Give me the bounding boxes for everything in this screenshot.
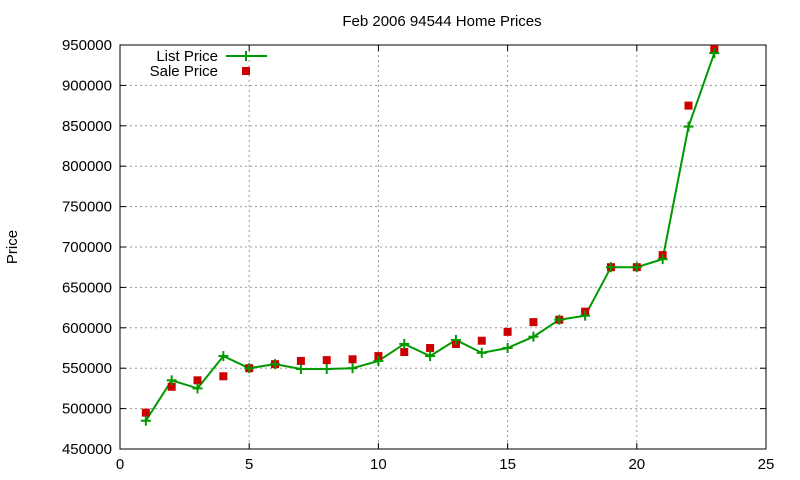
y-tick-label: 700000	[62, 239, 112, 256]
list-price-point	[631, 262, 642, 273]
x-tick-label: 15	[499, 456, 516, 473]
y-tick-label: 550000	[62, 360, 112, 377]
sale-price-point	[141, 408, 150, 417]
x-tick-label: 25	[758, 456, 775, 473]
list-price-point	[321, 364, 332, 375]
sale-price-point	[322, 356, 331, 365]
list-price-point	[528, 331, 539, 342]
list-price-point	[476, 347, 487, 358]
sale-price-point	[477, 336, 486, 345]
sale-price-point	[219, 372, 228, 381]
list-price-point	[192, 383, 203, 394]
y-tick-label: 500000	[62, 401, 112, 418]
list-price-point	[244, 363, 255, 374]
list-price-point	[295, 364, 306, 375]
legend-label-list-price: List Price	[156, 48, 218, 65]
grid	[120, 45, 766, 449]
list-price-line	[144, 52, 716, 422]
list-price-point	[218, 351, 229, 362]
sale-price-point	[529, 318, 538, 327]
sale-price-point	[684, 101, 693, 110]
list-price-point	[657, 254, 668, 265]
sale-price-point	[193, 376, 202, 385]
y-tick-label: 900000	[62, 77, 112, 94]
list-price-point	[450, 334, 461, 345]
legend-marker-list-price	[241, 51, 251, 61]
list-price-point	[709, 48, 720, 59]
list-price-point	[166, 375, 177, 386]
sale-price-point	[426, 344, 435, 352]
x-tick-label: 10	[370, 456, 387, 473]
y-tick-label: 850000	[62, 118, 112, 135]
sale-price-point	[400, 348, 409, 357]
x-tick-label: 0	[116, 456, 124, 473]
list-price-point	[347, 363, 358, 374]
list-price-point	[502, 343, 513, 353]
legend: List Price Sale Price	[150, 48, 267, 80]
sale-price-point	[167, 382, 176, 391]
list-price-point	[580, 310, 591, 321]
list-price-point	[373, 355, 384, 366]
y-tick-label: 650000	[62, 279, 112, 296]
list-price-point	[554, 314, 565, 325]
y-ticks: 450000 500000 550000 600000 650000 700000 7500…	[62, 37, 766, 458]
sale-price-point	[503, 327, 512, 336]
list-price-point	[270, 359, 281, 370]
list-price-point	[425, 351, 436, 362]
list-price-point	[683, 121, 694, 132]
y-axis-label: Price	[4, 230, 21, 264]
legend-symbols	[226, 51, 267, 75]
y-tick-label: 800000	[62, 158, 112, 175]
x-tick-label: 5	[245, 456, 253, 473]
legend-marker-sale-price	[242, 67, 250, 75]
legend-label-sale-price: Sale Price	[150, 63, 218, 80]
sale-price-point	[348, 355, 357, 364]
series-layer	[140, 45, 720, 426]
chart-title: Feb 2006 94544 Home Prices	[342, 13, 541, 30]
sale-price-point	[296, 356, 305, 365]
x-ticks: 0 5 10 15 20 25	[116, 45, 775, 473]
y-tick-label: 750000	[62, 199, 112, 216]
list-price-point	[140, 415, 151, 426]
y-tick-label: 450000	[62, 441, 112, 458]
list-price-point	[605, 262, 616, 273]
y-tick-label: 950000	[62, 37, 112, 54]
list-price-point	[399, 338, 410, 349]
y-tick-label: 600000	[62, 320, 112, 337]
x-tick-label: 20	[628, 456, 645, 473]
